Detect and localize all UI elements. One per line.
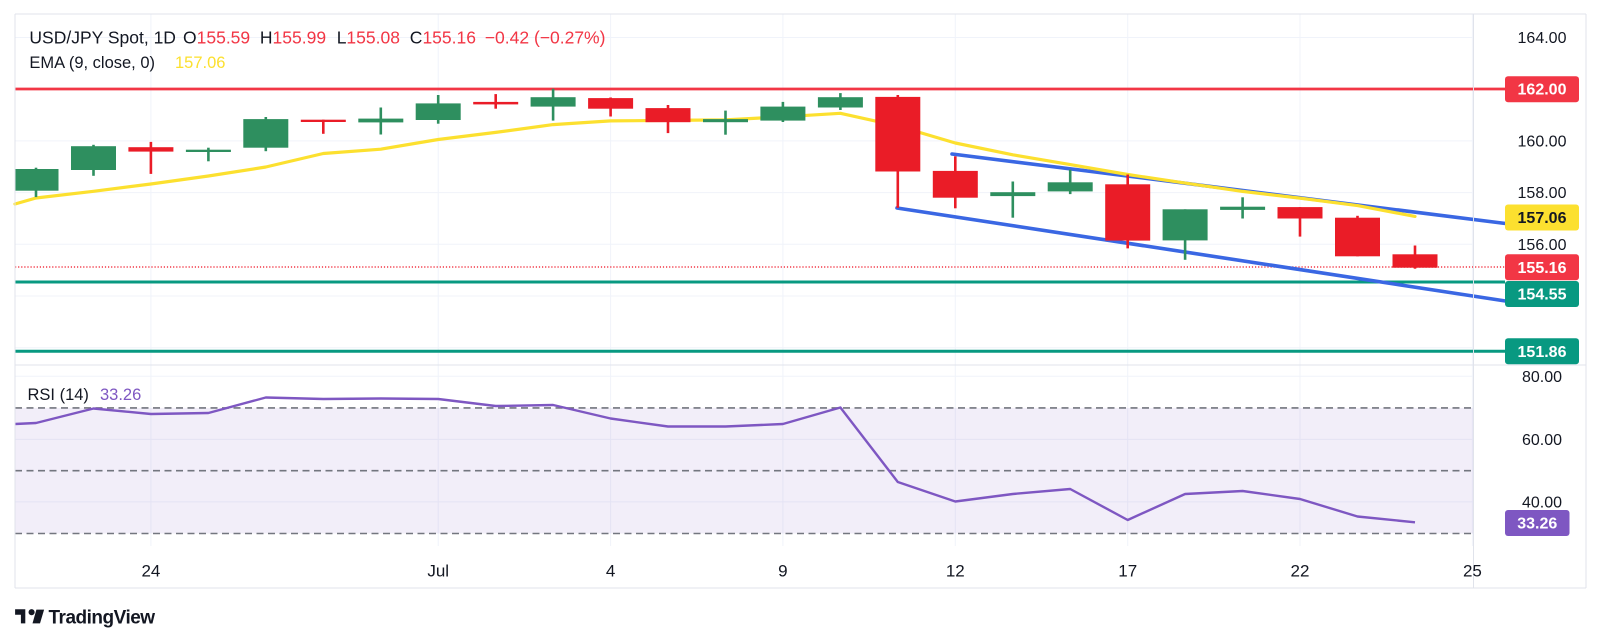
svg-text:158.00: 158.00: [1518, 185, 1567, 202]
svg-text:154.55: 154.55: [1518, 287, 1567, 304]
svg-text:24: 24: [141, 562, 160, 581]
svg-text:151.86: 151.86: [1518, 344, 1567, 361]
svg-text:33.26: 33.26: [1517, 516, 1557, 533]
svg-text:156.00: 156.00: [1518, 237, 1567, 254]
svg-text:EMA (9, close, 0)157.06: EMA (9, close, 0) 157.06: [29, 54, 225, 72]
svg-text:25: 25: [1463, 562, 1482, 581]
svg-text:60.00: 60.00: [1522, 432, 1562, 449]
svg-text:40.00: 40.00: [1522, 494, 1562, 511]
svg-text:22: 22: [1291, 562, 1310, 581]
svg-text:164.00: 164.00: [1518, 30, 1567, 47]
svg-text:162.00: 162.00: [1518, 82, 1567, 99]
svg-text:80.00: 80.00: [1522, 369, 1562, 386]
svg-text:9: 9: [778, 562, 787, 581]
svg-text:Jul: Jul: [427, 562, 449, 581]
svg-text:4: 4: [606, 562, 615, 581]
svg-text:TradingView: TradingView: [49, 608, 156, 629]
svg-text:17: 17: [1118, 562, 1137, 581]
svg-text:157.06: 157.06: [1518, 210, 1567, 227]
svg-text:160.00: 160.00: [1518, 133, 1567, 150]
svg-text:155.16: 155.16: [1518, 260, 1567, 277]
svg-text:RSI (14)33.26: RSI (14) 33.26: [28, 386, 142, 404]
svg-text:12: 12: [946, 562, 965, 581]
